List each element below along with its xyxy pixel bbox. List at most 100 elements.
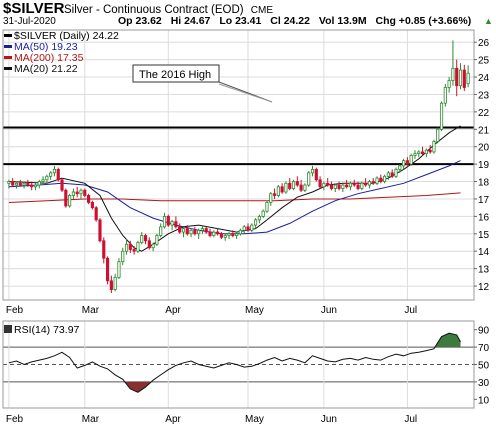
candle-body (447, 80, 451, 88)
candle-body (409, 155, 413, 165)
candle-body (30, 184, 34, 188)
candle-body (56, 168, 60, 181)
candle-body (341, 184, 345, 189)
rsi-date-label: Jul (404, 414, 417, 425)
legend-swatch (4, 34, 12, 37)
candle-body (41, 179, 45, 182)
candle-body (159, 226, 163, 236)
candle-body (212, 231, 216, 236)
rsi-grid (3, 321, 474, 408)
candle-body (219, 233, 223, 238)
candle-body (136, 242, 140, 252)
legend-entry: MA(20) 21.22 (14, 63, 78, 75)
price-tick-label: 21 (478, 125, 490, 136)
rsi-date-axis: Feb Mar Apr May Jun Jul (6, 414, 417, 425)
candle-body (420, 151, 425, 155)
candle-body (458, 69, 463, 87)
candle-body (79, 189, 83, 195)
annotation-text: The 2016 High (139, 69, 211, 81)
candle-body (386, 172, 390, 177)
rsi-date-label: Jun (321, 414, 337, 425)
rsi-tick-label: 50 (478, 361, 490, 372)
candle-body (37, 181, 41, 186)
candle-body (379, 177, 383, 182)
candle-body (402, 160, 406, 167)
candle-body (22, 182, 26, 186)
candle-body (83, 189, 87, 196)
candle-body (272, 193, 277, 196)
candle-body (33, 184, 38, 188)
rsi-date-label: Apr (165, 414, 181, 425)
price-date-label: Jul (404, 305, 417, 316)
candle-body (348, 182, 353, 188)
candle-body (466, 72, 470, 85)
candle-body (216, 231, 220, 235)
candle-body (238, 229, 242, 235)
candle-body (208, 231, 212, 236)
rsi-tick-label: 70 (478, 343, 490, 354)
price-date-label: Jun (321, 305, 337, 316)
price-tick-label: 17 (478, 195, 490, 206)
candle-body (140, 235, 144, 243)
change-value: Chg +0.85 (+3.66%) (375, 15, 471, 27)
candle-body (64, 189, 68, 207)
rsi-date-label: Feb (6, 414, 24, 425)
candle-body (428, 149, 432, 153)
candle-body (181, 228, 186, 233)
candle-body (462, 69, 466, 88)
candle-body (185, 228, 189, 235)
rsi-legend: RSI(14) 73.97 (14, 324, 80, 336)
candle-body (143, 235, 148, 242)
candle-body (291, 181, 296, 189)
candle-body (235, 233, 239, 236)
candle-body (383, 175, 387, 182)
high-value: Hi 24.67 (171, 15, 211, 27)
price-tick-label: 20 (478, 143, 490, 154)
price-tick-label: 26 (478, 38, 490, 49)
rsi-legend-swatch (4, 325, 12, 333)
candle-body (337, 184, 341, 189)
candle-body (223, 235, 227, 238)
candle-body (276, 186, 280, 196)
candle-body (314, 168, 318, 181)
candle-body (424, 149, 428, 155)
candle-body (318, 179, 322, 188)
candle-body (49, 172, 53, 177)
candle-body (151, 243, 155, 249)
candle-body (197, 229, 201, 235)
exchange-label: CME (251, 5, 274, 16)
rsi-overbought-fill (435, 333, 461, 348)
quote-values: Op 23.62 Hi 24.67 Lo 23.41 Cl 24.22 Vol … (118, 15, 471, 27)
annotation-pointer-shadow (218, 83, 273, 103)
candle-body (113, 276, 117, 290)
rsi-panel: 10 30 50 70 90 RSI(14) 73.97 (2, 320, 490, 409)
candle-body (117, 261, 121, 278)
candle-body (360, 182, 364, 189)
candle-body (261, 210, 265, 217)
ma200-line (8, 192, 461, 203)
candle-body (60, 179, 64, 191)
candle-body (326, 182, 330, 186)
candle-body (102, 240, 106, 259)
candle-body (132, 249, 136, 252)
ticker-symbol: $SILVER (3, 0, 65, 17)
candle-body (200, 228, 205, 231)
candle-body (246, 226, 250, 231)
candle-body (257, 215, 261, 221)
candle-body (121, 250, 125, 263)
price-tick-label: 25 (478, 56, 490, 67)
candle-body (250, 224, 254, 231)
candle-body (109, 280, 113, 290)
horizontal-support-lines (3, 126, 474, 166)
candle-body (11, 181, 15, 186)
candle-body (68, 195, 72, 207)
legend-entry: MA(50) 19.23 (14, 41, 78, 53)
contract-description: Silver - Continuous Contract (EOD) CME (64, 4, 273, 16)
price-date-axis: Feb Mar Apr May Jun Jul (6, 305, 417, 316)
quote-date: 31-Jul-2020 (3, 16, 56, 27)
legend-swatch (4, 67, 12, 70)
candle-body (432, 141, 436, 153)
candle-body (443, 87, 447, 104)
candle-body (52, 168, 57, 174)
